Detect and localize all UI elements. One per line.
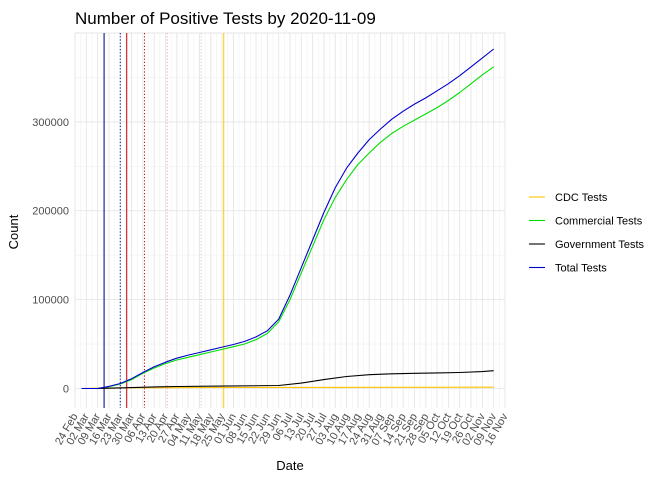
series-line [81, 48, 495, 390]
x-axis-title: Date [276, 458, 303, 473]
legend-label: CDC Tests [555, 192, 608, 204]
series-lines [81, 48, 495, 390]
y-tick-label: 300000 [32, 117, 69, 129]
chart-title: Number of Positive Tests by 2020-11-09 [75, 9, 376, 28]
y-tick-label: 200000 [32, 206, 69, 218]
legend-label: Commercial Tests [555, 216, 643, 228]
reference-lines [103, 33, 225, 408]
y-tick-label: 0 [63, 383, 69, 395]
series-line [81, 370, 494, 390]
y-axis-title: Count [6, 214, 21, 249]
grid [74, 32, 506, 408]
y-tick-label: 100000 [32, 295, 69, 307]
legend-label: Total Tests [555, 263, 607, 275]
y-axis-ticks: 0 100000 200000 300000 [32, 117, 69, 396]
series-line [81, 66, 495, 390]
legend-label: Government Tests [555, 239, 645, 251]
legend: CDC Tests Commercial Tests Government Test… [529, 192, 645, 275]
